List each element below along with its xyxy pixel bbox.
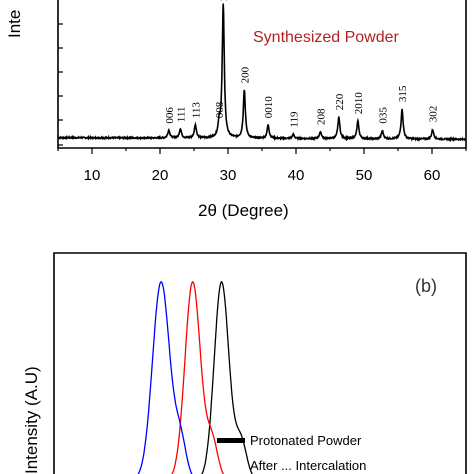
x-tick-label: 60 [424,167,441,184]
peak-label: 035 [377,107,389,124]
peak-label: 006 [164,107,176,124]
legend-label-partial: After ... Intercalation [250,458,366,473]
panel-b-series [137,280,253,474]
x-tick-label: 40 [288,167,305,184]
peak-label: 119 [288,111,300,128]
panel-b-label: (b) [415,276,437,296]
peak-label: 113 [190,102,202,119]
series-line-2 [137,280,193,474]
panel-a-x-ticks: 10 20 30 40 50 60 [57,148,467,184]
peak-label: 315 [397,85,409,102]
peak-label: 220 [334,93,346,110]
panel-a-x-axis-label: 2θ (Degree) [198,201,289,220]
series-line-0 [201,280,253,474]
panel-a-axes-frame [57,0,467,149]
panel-b-spectra-chart: Intensity (A.U) (b) Protonated Powder Af… [22,252,467,474]
panel-a-y-axis-label: Inte [5,10,24,38]
legend-swatch-protonated [217,438,245,443]
peak-label: 302 [428,106,440,123]
series-line-1 [171,280,225,474]
peak-label: 0010 [263,96,275,119]
peak-label: 008 [214,101,226,118]
peak-label: 200 [239,66,251,83]
x-tick-label: 30 [220,167,237,184]
panel-b-y-axis-label: Intensity (A.U) [22,366,41,474]
panel-b-legend: Protonated Powder After ... Intercalatio… [217,433,366,473]
peak-label: 208 [315,108,327,125]
panel-a-annotation: Synthesized Powder [253,29,400,46]
peak-label: 115 [218,0,230,2]
panel-a-xrd-pattern-line [57,3,467,143]
panel-a-y-ticks [58,23,63,146]
legend-label-protonated: Protonated Powder [250,433,362,448]
peak-label: 2010 [353,92,365,115]
x-tick-label: 10 [84,167,101,184]
x-tick-label: 20 [152,167,169,184]
panel-b-axes-frame [53,252,467,474]
peak-label: 111 [175,107,187,123]
x-tick-label: 50 [356,167,373,184]
